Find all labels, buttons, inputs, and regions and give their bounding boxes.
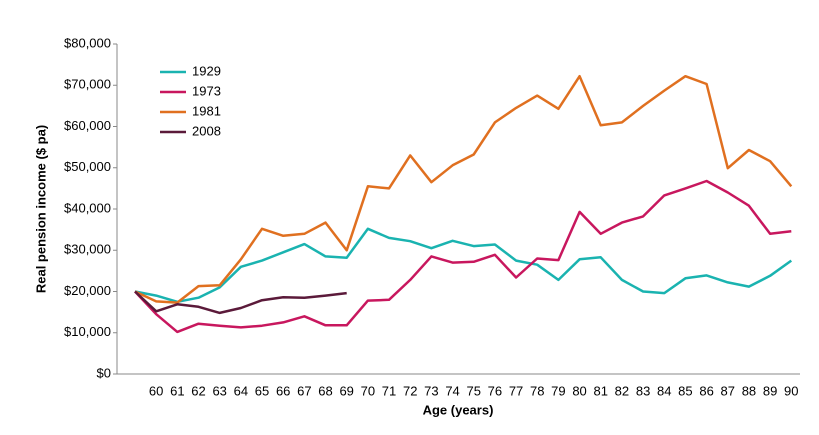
x-tick-label: 78 [530,383,544,398]
x-tick-label: 82 [615,383,629,398]
x-tick-label: 72 [403,383,417,398]
x-tick-label: 71 [382,383,396,398]
y-tick-label: $70,000 [64,77,111,92]
x-tick-label: 63 [212,383,226,398]
x-tick-label: 83 [636,383,650,398]
x-tick-label: 73 [424,383,438,398]
x-tick-label: 61 [170,383,184,398]
x-tick-label: 67 [297,383,311,398]
x-tick-label: 85 [678,383,692,398]
x-tick-label: 60 [149,383,163,398]
y-tick-label: $10,000 [64,324,111,339]
x-tick-label: 70 [361,383,375,398]
legend-label: 1929 [192,63,221,78]
x-tick-label: 80 [572,383,586,398]
x-tick-label: 66 [276,383,290,398]
y-axis-title: Real pension income ($ pa) [33,125,48,293]
y-tick-label: $50,000 [64,159,111,174]
x-tick-label: 77 [509,383,523,398]
x-tick-label: 74 [445,383,459,398]
legend-label: 2008 [192,123,221,138]
x-tick-label: 76 [488,383,502,398]
x-tick-label: 81 [594,383,608,398]
x-axis-title: Age (years) [423,402,494,417]
x-tick-label: 79 [551,383,565,398]
x-tick-label: 64 [234,383,248,398]
y-tick-label: $20,000 [64,283,111,298]
x-tick-label: 87 [721,383,735,398]
x-tick-label: 84 [657,383,671,398]
x-tick-label: 69 [339,383,353,398]
x-tick-label: 65 [255,383,269,398]
x-tick-label: 75 [466,383,480,398]
y-tick-label: $30,000 [64,242,111,257]
x-tick-label: 88 [742,383,756,398]
y-tick-label: $80,000 [64,35,111,50]
y-tick-label: $40,000 [64,200,111,215]
line-series [134,74,793,304]
x-tick-label: 89 [763,383,777,398]
legend-label: 1981 [192,103,221,118]
x-tick-label: 90 [784,383,798,398]
line-series [134,227,793,304]
y-tick-label: $0 [97,365,111,380]
x-tick-label: 62 [191,383,205,398]
x-tick-label: 86 [699,383,713,398]
x-tick-label: 68 [318,383,332,398]
legend-label: 1973 [192,83,221,98]
line-series [134,179,792,334]
line-series [134,290,347,315]
y-tick-label: $60,000 [64,118,111,133]
